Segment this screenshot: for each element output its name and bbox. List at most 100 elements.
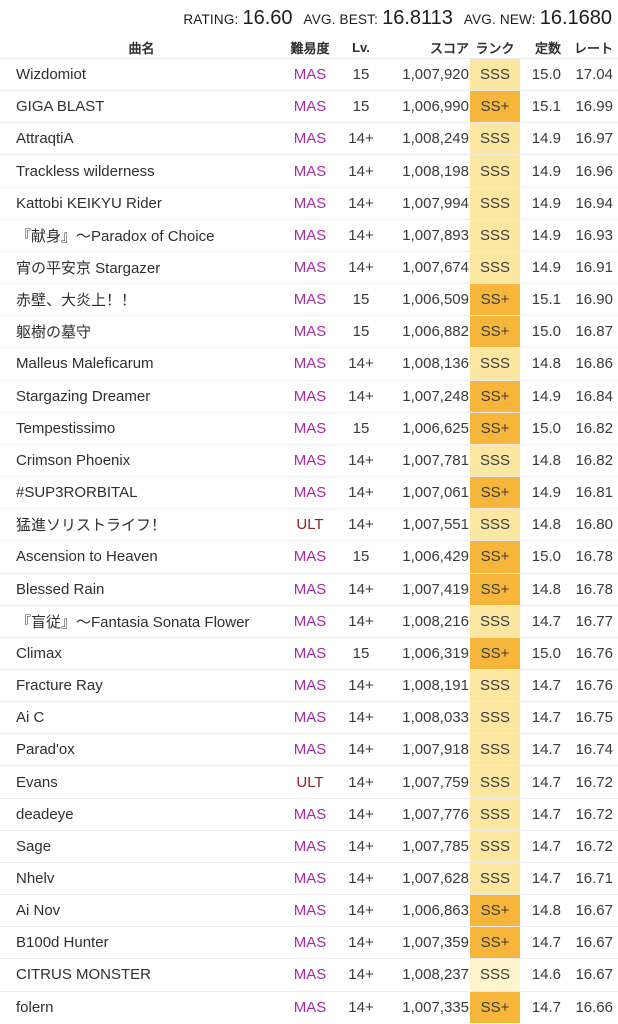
header-level: Lv. <box>352 39 370 55</box>
song-name: 躯樹の墓守 <box>16 324 92 342</box>
constant: 14.7 <box>531 998 561 1016</box>
constant: 14.6 <box>531 966 561 984</box>
song-name: Kattobi KEIKYU Rider <box>16 194 162 212</box>
rating-summary: RATING: 16.60 AVG. BEST: 16.8113 AVG. NEW:… <box>0 0 618 36</box>
score: 1,007,551 <box>402 516 469 534</box>
table-header-row: 曲名 難易度 Lv. スコア ランク 定数 レート <box>0 36 618 58</box>
table-row: 躯樹の墓守 MAS 15 1,006,882 SS+ 15.0 16.87 <box>0 315 618 348</box>
song-name: 『献身』～Paradox of Choice <box>16 227 215 245</box>
avg-best-label: AVG. BEST: <box>303 12 379 27</box>
level: 14+ <box>348 516 374 534</box>
song-name: Ai C <box>16 709 45 727</box>
table-row: Parad'ox MAS 14+ 1,007,918 SSS 14.7 16.74 <box>0 733 618 766</box>
level: 14+ <box>348 966 374 984</box>
table-row: Malleus Maleficarum MAS 14+ 1,008,136 SSS 14.… <box>0 347 618 380</box>
score: 1,007,061 <box>402 484 469 502</box>
table-row: CITRUS MONSTER MAS 14+ 1,008,237 SSS 14.6 16.6… <box>0 958 618 991</box>
rank-badge: SSS <box>470 830 520 862</box>
score: 1,006,429 <box>402 548 469 566</box>
song-name: 『盲従』～Fantasia Sonata Flower <box>16 613 250 631</box>
constant: 14.7 <box>531 741 561 759</box>
level: 14+ <box>348 259 374 277</box>
rank-badge: SSS <box>470 251 520 284</box>
rank-badge: SS+ <box>470 573 520 605</box>
song-name: Evans <box>16 773 58 791</box>
rank-badge: SS+ <box>470 91 520 123</box>
rate: 16.81 <box>575 484 613 502</box>
table-row: Ai Nov MAS 14+ 1,006,863 SS+ 14.8 16.67 <box>0 894 618 927</box>
rate: 16.96 <box>575 162 613 180</box>
difficulty-badge: MAS <box>293 323 327 341</box>
rank-badge: SS+ <box>470 927 520 959</box>
difficulty-badge: MAS <box>293 548 327 566</box>
rank-badge: SSS <box>470 702 520 734</box>
song-name: folern <box>16 998 54 1016</box>
song-name: Nhelv <box>16 869 55 887</box>
difficulty-badge: MAS <box>293 644 327 662</box>
difficulty-badge: MAS <box>293 291 327 309</box>
rating-value: 16.60 <box>242 7 293 29</box>
header-difficulty: 難易度 <box>290 40 330 56</box>
difficulty-badge: MAS <box>293 805 327 823</box>
constant: 14.9 <box>531 194 561 212</box>
song-name: 猛進ソリストライフ！ <box>16 517 167 535</box>
rank-badge: SS+ <box>470 991 520 1023</box>
constant: 14.9 <box>531 259 561 277</box>
difficulty-badge: MAS <box>293 612 327 630</box>
rate: 16.72 <box>575 837 613 855</box>
rank-badge: SSS <box>470 766 520 798</box>
level: 15 <box>352 291 370 309</box>
song-name: Wizdomiot <box>16 66 87 84</box>
table-row: 『盲従』～Fantasia Sonata Flower MAS 14+ 1,008,2… <box>0 604 618 637</box>
table-row: 赤壁、大炎上！！ MAS 15 1,006,509 SS+ 15.1 16.90 <box>0 283 618 316</box>
level: 14+ <box>348 355 374 373</box>
rate: 16.86 <box>575 355 613 373</box>
level: 14+ <box>348 869 374 887</box>
score: 1,008,237 <box>402 966 469 984</box>
level: 14+ <box>348 805 374 823</box>
rate: 16.72 <box>575 773 613 791</box>
difficulty-badge: MAS <box>293 484 327 502</box>
level: 14+ <box>348 677 374 695</box>
score: 1,008,249 <box>402 130 469 148</box>
rating-group: RATING: 16.60 <box>183 7 292 30</box>
rank-badge: SSS <box>470 59 520 91</box>
level: 14+ <box>348 130 374 148</box>
score: 1,007,359 <box>402 934 469 952</box>
constant: 14.7 <box>531 934 561 952</box>
rate: 16.67 <box>575 902 613 920</box>
song-name: AttraqtiA <box>16 130 74 148</box>
constant: 14.8 <box>531 516 561 534</box>
table-row: folern MAS 14+ 1,007,335 SS+ 14.7 16.66 <box>0 990 618 1023</box>
table-row: Fracture Ray MAS 14+ 1,008,191 SSS 14.7 16.76 <box>0 668 618 702</box>
song-name: 赤壁、大炎上！！ <box>16 292 137 310</box>
rank-badge: SS+ <box>470 541 520 573</box>
difficulty-badge: MAS <box>293 355 327 373</box>
score: 1,007,781 <box>402 451 469 469</box>
song-name: GIGA BLAST <box>16 98 105 116</box>
rate: 16.71 <box>575 869 613 887</box>
constant: 15.0 <box>531 323 561 341</box>
score: 1,006,990 <box>402 98 469 116</box>
rate: 16.82 <box>575 451 613 469</box>
song-name: Malleus Maleficarum <box>16 355 154 373</box>
level: 14+ <box>348 612 374 630</box>
level: 14+ <box>348 837 374 855</box>
rate: 16.76 <box>575 677 613 695</box>
song-name: Fracture Ray <box>16 677 103 695</box>
table-row: Wizdomiot MAS 15 1,007,920 SSS 15.0 17.04 <box>0 58 618 91</box>
constant: 14.8 <box>531 902 561 920</box>
level: 15 <box>352 419 370 437</box>
score: 1,007,674 <box>402 259 469 277</box>
table-row: Climax MAS 15 1,006,319 SS+ 15.0 16.76 <box>0 636 618 669</box>
score: 1,007,918 <box>402 741 469 759</box>
difficulty-badge: MAS <box>293 419 327 437</box>
rate: 16.67 <box>575 934 613 952</box>
table-row: 『献身』～Paradox of Choice MAS 14+ 1,007,893 SSS… <box>0 218 618 251</box>
constant: 14.8 <box>531 355 561 373</box>
level: 14+ <box>348 934 374 952</box>
avg-new-label: AVG. NEW: <box>463 12 536 27</box>
difficulty-badge: MAS <box>293 98 327 116</box>
difficulty-badge: MAS <box>293 934 327 952</box>
level: 15 <box>352 66 370 84</box>
